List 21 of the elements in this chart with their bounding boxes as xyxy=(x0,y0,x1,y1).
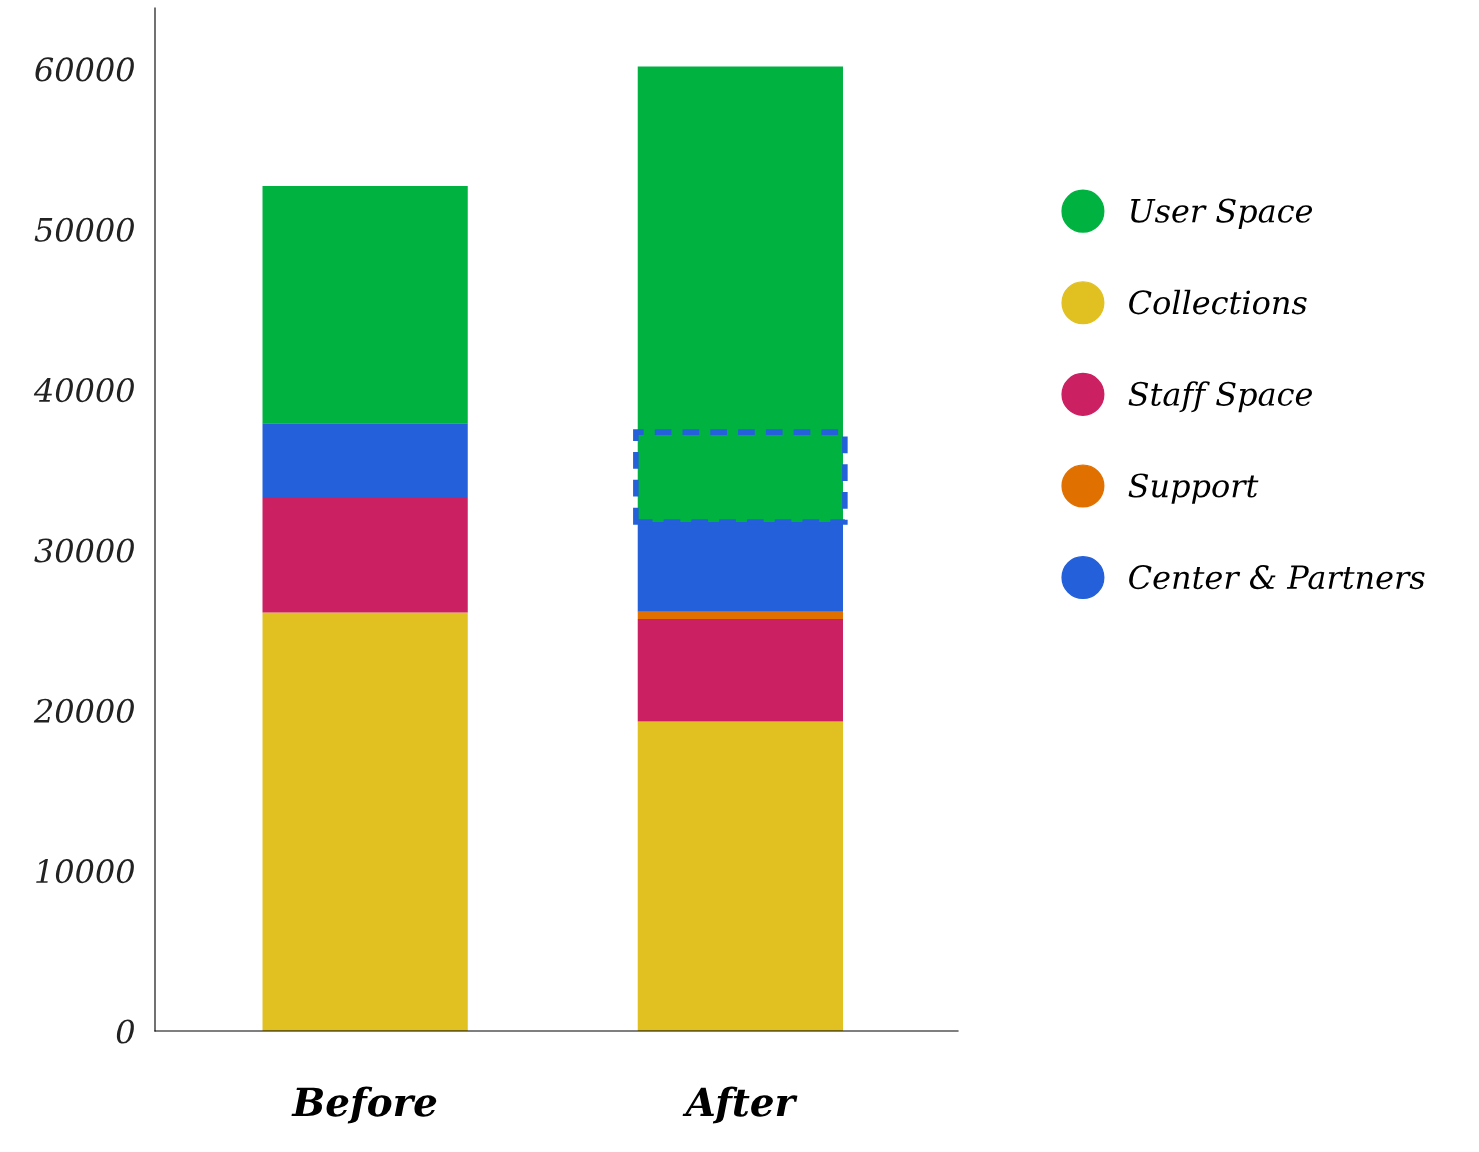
bar xyxy=(637,611,843,619)
bar xyxy=(637,721,843,1031)
legend-label: Staff Space xyxy=(1128,381,1312,413)
legend-label: Center & Partners xyxy=(1129,565,1425,590)
y-tick-label: 30000 xyxy=(34,538,134,563)
y-tick-label: 50000 xyxy=(34,217,134,242)
y-tick-label: 0 xyxy=(116,1019,134,1044)
bar xyxy=(262,423,468,498)
x-tick-label: After xyxy=(682,1086,798,1124)
y-tick-label: 10000 xyxy=(36,859,134,884)
x-tick-label: Before xyxy=(291,1086,437,1124)
bar xyxy=(262,612,468,1031)
bar xyxy=(262,497,468,613)
y-tick-label: 40000 xyxy=(33,378,134,403)
y-tick-label: 20000 xyxy=(33,698,134,723)
legend-label: User Space xyxy=(1131,198,1313,229)
y-tick-label: 60000 xyxy=(35,57,134,82)
legend-label: Collections xyxy=(1129,289,1307,315)
bar xyxy=(262,185,468,424)
bar xyxy=(637,618,843,722)
legend-label: Support xyxy=(1128,473,1259,504)
